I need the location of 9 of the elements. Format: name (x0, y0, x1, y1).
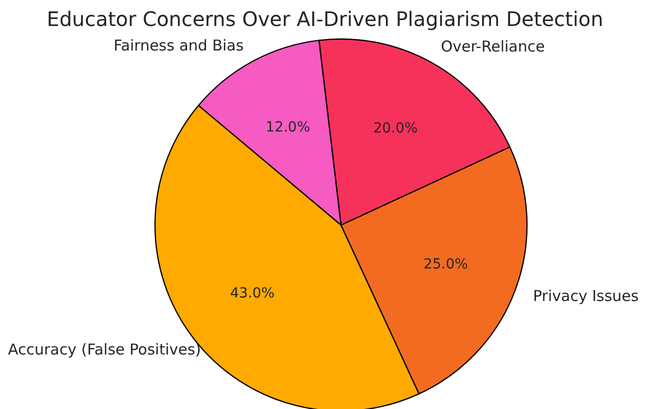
chart-title: Educator Concerns Over AI-Driven Plagiarism Detection (46, 7, 604, 31)
data-label: 20.0% (373, 120, 418, 136)
slice-label: Over-Reliance (440, 38, 545, 56)
slice-label: Fairness and Bias (114, 36, 244, 54)
data-label: 43.0% (230, 286, 275, 302)
data-label: 12.0% (266, 120, 310, 136)
slice-label: Privacy Issues (533, 286, 639, 305)
data-label: 25.0% (423, 256, 468, 272)
slice-label: Accuracy (False Positives) (8, 340, 202, 359)
